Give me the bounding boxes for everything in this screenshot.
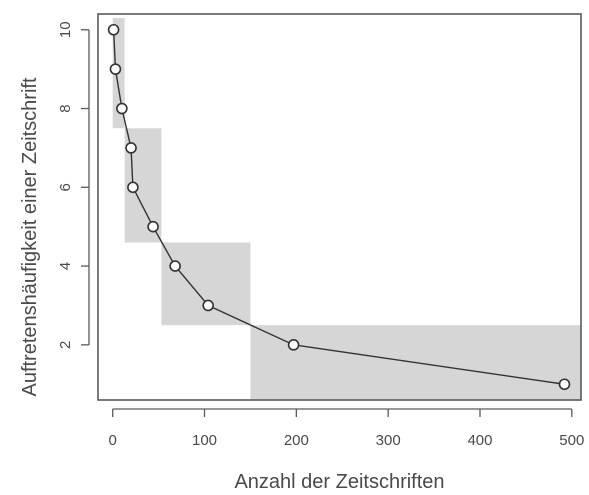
y-tick-label: 4 <box>57 262 74 270</box>
y-tick-label: 6 <box>57 183 74 191</box>
shaded-region-3 <box>161 242 251 326</box>
y-axis: 2 4 6 8 10 <box>57 21 90 349</box>
x-axis-title: Anzahl der Zeitschriften <box>234 471 444 493</box>
x-axis: 0 100 200 300 400 500 <box>109 408 584 449</box>
data-point <box>558 378 571 391</box>
x-tick-label: 400 <box>467 432 492 449</box>
data-point <box>127 181 139 194</box>
y-axis-title: Auftretenshäufigkeit einer Zeitschrift <box>19 77 41 396</box>
x-tick-label: 0 <box>109 432 117 449</box>
data-point <box>109 63 122 75</box>
series-line <box>112 29 565 385</box>
x-tick-label: 200 <box>284 432 309 449</box>
data-point <box>147 220 159 233</box>
data-point <box>169 260 181 272</box>
plot-frame <box>97 13 582 401</box>
y-tick-label: 8 <box>57 104 74 112</box>
data-point <box>287 339 300 351</box>
x-tick-label: 100 <box>192 432 217 449</box>
data-point <box>202 299 214 312</box>
y-tick-label: 2 <box>57 341 74 349</box>
data-point <box>116 102 128 115</box>
shaded-regions <box>112 17 581 400</box>
data-point <box>125 142 137 154</box>
data-point <box>107 23 120 36</box>
y-tick-label: 10 <box>57 21 74 38</box>
series-group <box>107 23 571 391</box>
x-tick-label: 500 <box>559 432 584 449</box>
x-tick-label: 300 <box>376 432 401 449</box>
